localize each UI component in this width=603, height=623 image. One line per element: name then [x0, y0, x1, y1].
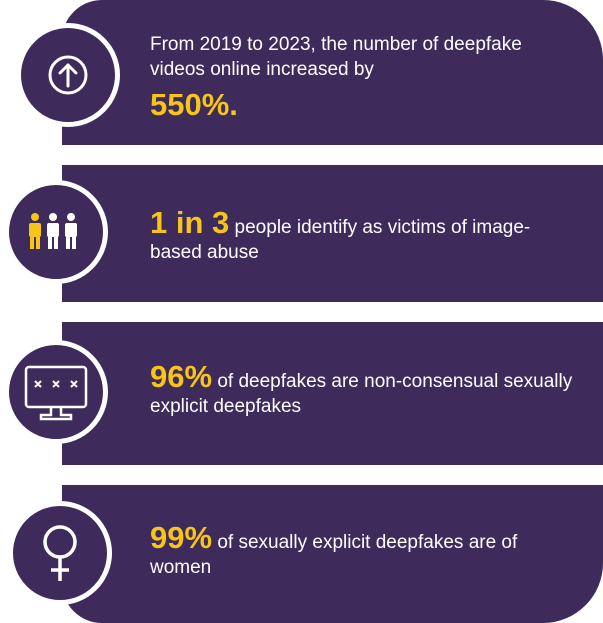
card-text: 96% of deepfakes are non-consensual sexu… [150, 361, 573, 419]
female-icon [43, 525, 77, 581]
card: 1 in 3 people identify as victims of ima… [62, 165, 603, 302]
icon-circle [4, 340, 108, 444]
stat-highlight: 99% [150, 520, 213, 555]
card: 99% of sexually explicit deepfakes are o… [62, 485, 603, 623]
stat-text: From 2019 to 2023, the number of deepfak… [150, 34, 522, 80]
stat-text: of deepfakes are non-consensual sexually… [150, 371, 573, 417]
card: From 2019 to 2023, the number of deepfak… [62, 0, 603, 145]
stat-highlight: 96% [150, 359, 213, 394]
card-text: 99% of sexually explicit deepfakes are o… [150, 522, 543, 580]
card-text: 1 in 3 people identify as victims of ima… [150, 207, 579, 265]
arrow-icon [48, 55, 88, 95]
stat-highlight: 550%. [150, 87, 238, 122]
icon-circle [8, 501, 112, 605]
icon-circle [4, 180, 108, 284]
stat-text: people identify as victims of image-base… [150, 217, 531, 263]
card-text: From 2019 to 2023, the number of deepfak… [150, 32, 579, 128]
card: 96% of deepfakes are non-consensual sexu… [62, 322, 603, 465]
stat-highlight: 1 in 3 [150, 205, 230, 240]
people-icon [29, 213, 77, 249]
monitor-icon [24, 365, 88, 421]
stat-text: of sexually explicit deepfakes are of wo… [150, 532, 518, 578]
icon-circle [16, 23, 120, 127]
